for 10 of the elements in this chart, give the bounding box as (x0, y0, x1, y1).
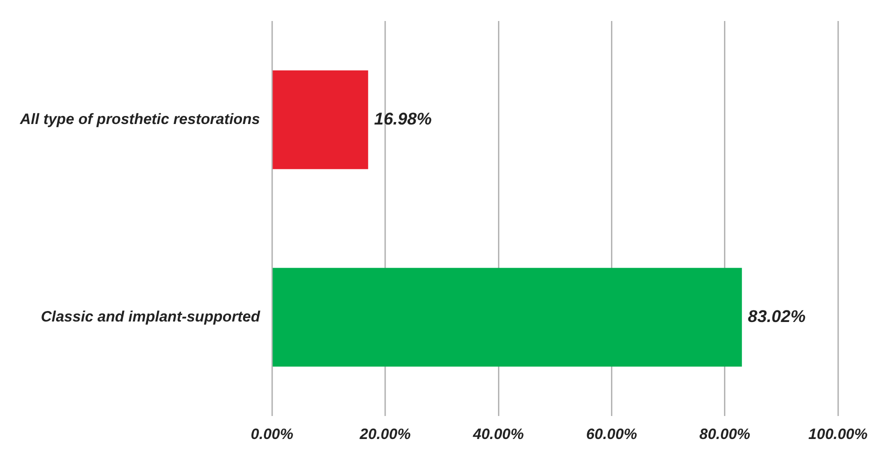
x-tick-label: 60.00% (586, 426, 638, 444)
x-tick-label: 40.00% (472, 426, 524, 444)
x-tick-label: 80.00% (699, 426, 750, 444)
x-tick-label: 100.00% (808, 426, 868, 444)
data-label: 83.02% (748, 306, 806, 326)
x-tick-label: 20.00% (358, 426, 411, 444)
y-tick-label: All type of prosthetic restorations (18, 110, 260, 128)
x-tick-label: 0.00% (250, 426, 294, 444)
y-tick-label: Classic and implant-supported (40, 308, 261, 326)
data-label: 16.98% (374, 109, 432, 128)
